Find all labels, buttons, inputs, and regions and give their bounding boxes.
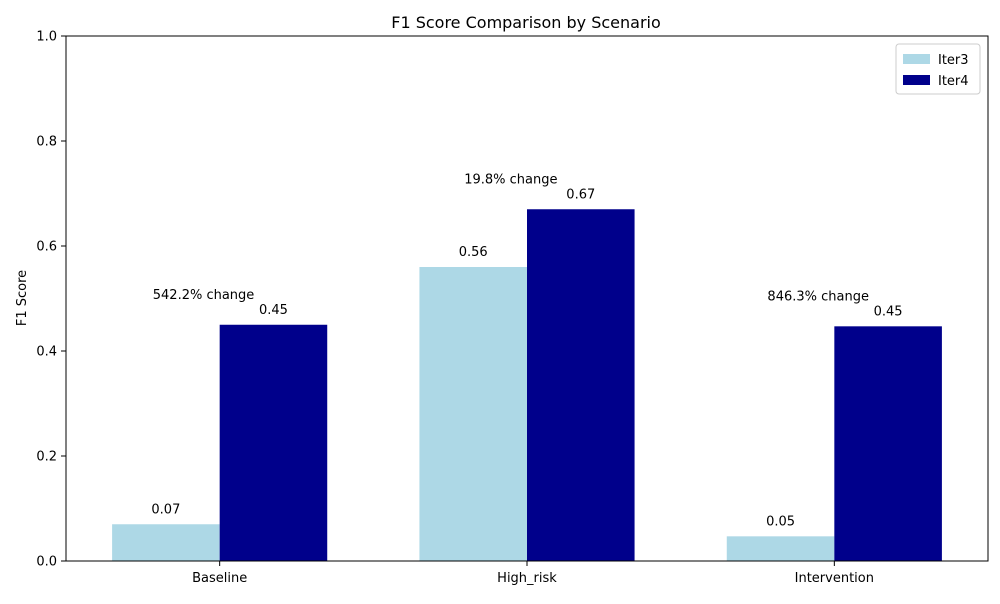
change-annotation-intervention: 846.3% change	[767, 289, 869, 304]
y-tick-label: 0.6	[36, 240, 57, 255]
value-label-iter4-high_risk: 0.67	[566, 187, 595, 202]
bars-layer	[112, 209, 942, 561]
x-tick-label-baseline: Baseline	[192, 571, 247, 586]
legend-swatch-iter4	[903, 75, 930, 85]
bar-iter3-baseline	[112, 524, 220, 561]
value-label-iter3-intervention: 0.05	[766, 514, 795, 529]
y-tick-label: 0.4	[36, 345, 57, 360]
x-tick-label-intervention: Intervention	[795, 571, 874, 586]
bar-iter3-intervention	[726, 536, 835, 561]
value-label-iter3-baseline: 0.07	[151, 502, 180, 517]
plot-frame	[65, 35, 989, 562]
chart-title: F1 Score Comparison by Scenario	[391, 13, 661, 32]
bar-iter4-high_risk	[527, 209, 635, 561]
value-labels-layer: 0.07 0.45 542.2% change 0.56 0.67 19.8% chang…	[151, 172, 902, 529]
y-tick-label: 0.0	[36, 555, 57, 570]
bar-iter4-intervention	[834, 326, 942, 561]
y-tick-label: 1.0	[36, 30, 57, 45]
y-tick-label: 0.2	[36, 450, 57, 465]
legend: Iter3 Iter4	[895, 43, 981, 95]
change-annotation-high_risk: 19.8% change	[464, 172, 557, 187]
bar-iter3-high_risk	[419, 267, 527, 561]
x-tick-label-high_risk: High_risk	[497, 571, 557, 586]
legend-label-iter4: Iter4	[938, 74, 969, 89]
change-annotation-baseline: 542.2% change	[153, 288, 255, 303]
value-label-iter3-high_risk: 0.56	[459, 245, 488, 260]
y-axis-label: F1 Score	[15, 270, 30, 326]
value-label-iter4-intervention: 0.45	[874, 304, 903, 319]
axes-layer: Baseline High_risk Intervention 0.0 0.2 0.4 0.…	[36, 30, 989, 586]
bar-iter4-baseline	[219, 324, 328, 561]
legend-label-iter3: Iter3	[938, 53, 969, 68]
y-tick-label: 0.8	[36, 135, 57, 150]
value-label-iter4-baseline: 0.45	[259, 303, 288, 318]
legend-swatch-iter3	[903, 54, 930, 64]
